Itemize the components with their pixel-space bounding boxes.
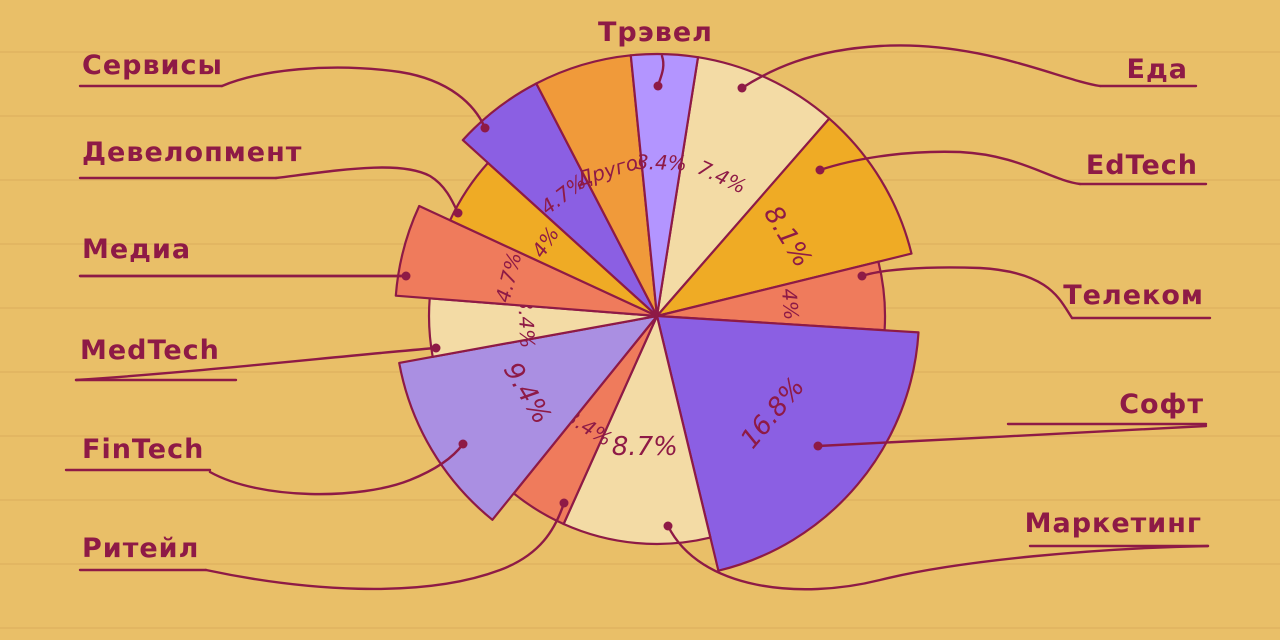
leader-dot-ритейл: [559, 498, 569, 508]
pie-slice-edtech: [655, 117, 913, 318]
category-label-еда: Еда: [1127, 54, 1188, 85]
leader-line-еда: [740, 44, 1102, 90]
category-label-медиа: Медиа: [82, 234, 191, 265]
leader-dot-fintech: [458, 439, 468, 449]
category-label-fintech: FinTech: [82, 434, 204, 465]
leader-dot-маркетинг: [663, 521, 673, 531]
leader-lines: [74, 44, 1210, 591]
leader-dot-сервисы: [480, 123, 490, 133]
leader-line-сервисы: [220, 66, 487, 130]
slice-label-телеком: 4%: [777, 287, 804, 321]
leader-line-ритейл: [204, 501, 566, 591]
leader-dot-medtech: [431, 343, 441, 353]
category-label-софт: Софт: [1119, 389, 1204, 420]
category-label-сервисы: Сервисы: [82, 50, 223, 81]
pie-slice-софт: [655, 314, 920, 572]
leader-line-софт: [816, 424, 1208, 448]
pie-slice-fintech: [398, 314, 659, 521]
pie-slices: 7.4%8.1%4%16.8%8.7%3.4%9.4%3.4%4.7%4%4.7…: [394, 52, 920, 572]
pie-slice-еда: [655, 56, 831, 318]
leader-dot-софт: [813, 441, 823, 451]
pie-slice-маркетинг: [562, 314, 712, 546]
pie-slice-трэвел: [629, 52, 700, 318]
category-label-ритейл: Ритейл: [82, 533, 199, 564]
category-label-трэвел: Трэвел: [598, 17, 713, 48]
leader-dot-телеком: [857, 271, 867, 281]
slice-label-трэвел: 3.4%: [636, 150, 687, 175]
leader-line-medtech: [74, 346, 438, 382]
category-label-телеком: Телеком: [1063, 280, 1204, 311]
leader-dot-девелопмент: [453, 208, 463, 218]
leader-dot-еда: [737, 83, 747, 93]
leader-line-девелопмент: [274, 166, 460, 215]
leader-line-edtech: [818, 150, 1082, 186]
category-labels: Еда EdTech Телеком Софт Маркетинг Ритейл FinTe…: [64, 17, 1212, 572]
leader-dot-edtech: [815, 165, 825, 175]
category-label-edtech: EdTech: [1086, 150, 1198, 181]
category-label-маркетинг: Маркетинг: [1025, 508, 1202, 539]
leader-line-телеком: [860, 266, 1074, 320]
pie-slice-медиа: [394, 204, 659, 318]
leader-dot-трэвел: [653, 81, 663, 91]
category-label-девелопмент: Девелопмент: [82, 137, 302, 168]
slice-label-маркетинг: 8.7%: [612, 432, 678, 462]
leader-line-fintech: [208, 442, 465, 496]
leader-line-маркетинг: [666, 524, 1210, 591]
category-label-medtech: MedTech: [80, 335, 220, 366]
